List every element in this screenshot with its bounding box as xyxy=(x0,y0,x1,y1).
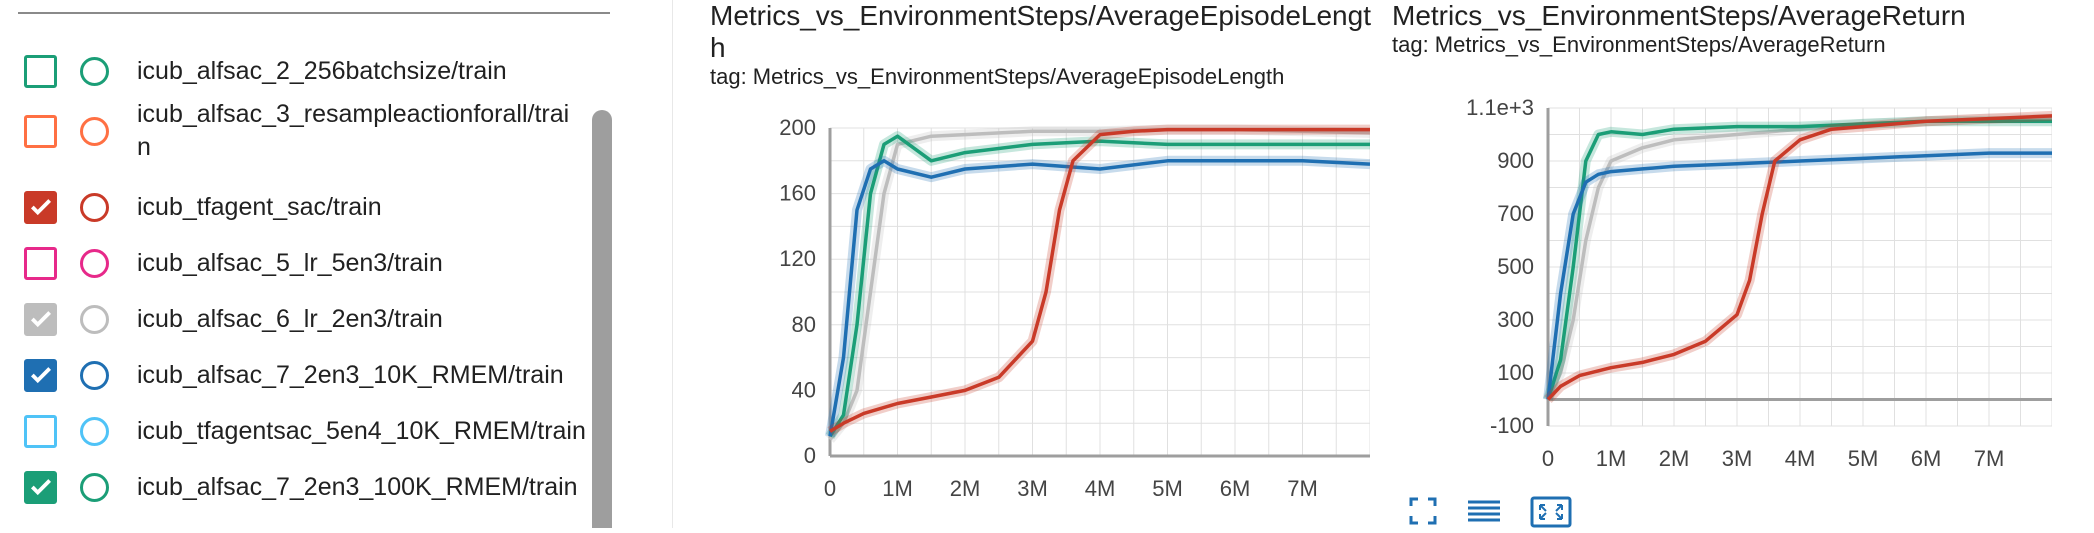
series-line xyxy=(828,134,1370,438)
run-label: icub_alfsac_2_256batchsize/train xyxy=(137,56,507,85)
run-checkbox[interactable] xyxy=(24,358,57,392)
run-item[interactable]: icub_tfagentsac_5en4_10K_RMEM/train xyxy=(24,406,607,456)
x-tick-label: 3M xyxy=(1722,446,1753,471)
y-tick-label: 700 xyxy=(1497,201,1534,226)
x-tick-label: 0 xyxy=(824,476,836,501)
x-tick-label: 7M xyxy=(1974,446,2005,471)
run-label: icub_alfsac_6_lr_2en3/train xyxy=(137,304,443,333)
run-checkbox[interactable] xyxy=(24,302,57,336)
run-item[interactable]: icub_alfsac_3_resampleactionforall/trai … xyxy=(24,100,607,161)
series-line xyxy=(829,127,1370,433)
run-label: icub_tfagent_sac/train xyxy=(137,192,382,221)
run-label: icub_alfsac_7_2en3_100K_RMEM/train xyxy=(137,472,578,501)
run-label: icub_alfsac_7_2en3_10K_RMEM/train xyxy=(137,360,564,389)
x-tick-label: 2M xyxy=(950,476,981,501)
x-tick-label: 5M xyxy=(1848,446,1879,471)
list-icon[interactable] xyxy=(1466,496,1502,531)
run-radio[interactable] xyxy=(80,472,109,502)
y-tick-label: 1.1e+3 xyxy=(1466,95,1534,120)
y-tick-label: 0 xyxy=(804,443,816,468)
x-tick-label: 3M xyxy=(1017,476,1048,501)
run-item[interactable]: icub_alfsac_6_lr_2en3/train xyxy=(24,294,607,344)
x-tick-label: 7M xyxy=(1287,476,1318,501)
y-tick-label: 900 xyxy=(1497,148,1534,173)
chart-title: Metrics_vs_EnvironmentSteps/AverageEpiso… xyxy=(710,0,1371,63)
run-item[interactable]: icub_alfsac_7_2en3_100K_RMEM/train xyxy=(24,462,607,512)
run-item[interactable]: icub_tfagent_sac/train xyxy=(24,182,607,232)
x-tick-label: 5M xyxy=(1152,476,1183,501)
run-checkbox[interactable] xyxy=(24,246,57,280)
sidebar-top-divider xyxy=(18,12,610,14)
y-tick-label: 200 xyxy=(779,115,816,140)
run-radio[interactable] xyxy=(80,192,109,222)
series-line xyxy=(828,159,1370,437)
x-tick-label: 4M xyxy=(1785,446,1816,471)
run-item[interactable]: icub_alfsac_5_lr_5en3/train xyxy=(24,238,607,288)
run-checkbox[interactable] xyxy=(24,470,57,504)
run-radio[interactable] xyxy=(80,360,109,390)
run-checkbox[interactable] xyxy=(24,114,57,148)
run-label: icub_tfagentsac_5en4_10K_RMEM/train xyxy=(137,416,586,445)
run-radio[interactable] xyxy=(80,56,109,86)
run-checkbox[interactable] xyxy=(24,190,57,224)
run-item[interactable]: icub_alfsac_2_256batchsize/train xyxy=(24,46,607,96)
y-tick-label: 160 xyxy=(779,181,816,206)
x-tick-label: 0 xyxy=(1542,446,1554,471)
run-label: icub_alfsac_5_lr_5en3/train xyxy=(137,248,443,277)
x-tick-label: 6M xyxy=(1911,446,1942,471)
chart-toolbar xyxy=(1408,496,1588,528)
chart-panel-average-return: Metrics_vs_EnvironmentSteps/AverageRetur… xyxy=(1392,0,2052,528)
fullscreen-icon[interactable] xyxy=(1408,496,1438,531)
run-radio[interactable] xyxy=(80,116,109,146)
y-tick-label: 500 xyxy=(1497,254,1534,279)
x-tick-label: 2M xyxy=(1659,446,1690,471)
run-item[interactable]: icub_alfsac_7_2en3_10K_RMEM/train xyxy=(24,350,607,400)
chart-panel-episode-length: Metrics_vs_EnvironmentSteps/AverageEpiso… xyxy=(710,0,1371,528)
chart-average-return: -100 100 300 500 700 900 1.1e+3 0 1M 2M 3M 4M 5M 6M 7M xyxy=(1466,95,2052,471)
y-tick-label: 100 xyxy=(1497,360,1534,385)
y-tick-label: 120 xyxy=(779,246,816,271)
x-tick-label: 6M xyxy=(1220,476,1251,501)
runs-sidebar: icub_alfsac_2_256batchsize/train icub_alf… xyxy=(0,0,673,528)
x-tick-label: 1M xyxy=(882,476,913,501)
series-line xyxy=(1546,151,2052,400)
y-tick-label: 40 xyxy=(792,377,816,402)
y-tick-label: 300 xyxy=(1497,307,1534,332)
x-tick-label: 4M xyxy=(1085,476,1116,501)
chart-episode-length: 0 40 80 120 160 200 0 1M 2M 3M 4M 5M 6M 7M xyxy=(779,115,1370,501)
chart-tag: tag: Metrics_vs_EnvironmentSteps/Average… xyxy=(1392,32,1886,57)
run-checkbox[interactable] xyxy=(24,54,57,88)
y-tick-label: 80 xyxy=(792,312,816,337)
fit-domain-icon[interactable] xyxy=(1530,496,1572,533)
run-radio[interactable] xyxy=(80,248,109,278)
run-label: icub_alfsac_3_resampleactionforall/trai … xyxy=(137,100,570,161)
series-line xyxy=(1546,114,2052,401)
y-tick-label: -100 xyxy=(1490,413,1534,438)
run-radio[interactable] xyxy=(80,416,109,446)
chart-tag: tag: Metrics_vs_EnvironmentSteps/Average… xyxy=(710,64,1285,89)
chart-title: Metrics_vs_EnvironmentSteps/AverageRetur… xyxy=(1392,0,1966,31)
sidebar-scrollbar[interactable] xyxy=(592,110,612,528)
x-tick-label: 1M xyxy=(1596,446,1627,471)
run-checkbox[interactable] xyxy=(24,414,57,448)
run-radio[interactable] xyxy=(80,304,109,334)
